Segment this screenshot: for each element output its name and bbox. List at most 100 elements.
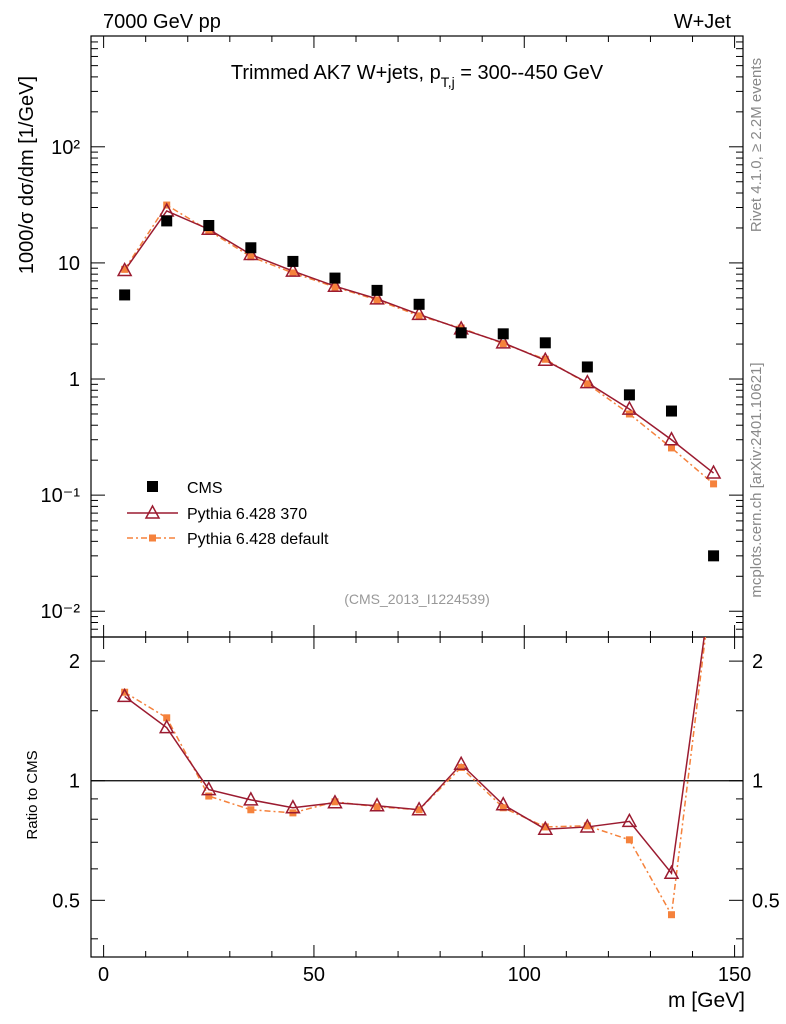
mc2-point bbox=[415, 312, 423, 320]
mc1-point bbox=[411, 305, 427, 321]
axes: 0 50 100 150 10⁻² 10⁻¹ 1 10 10² 0.5 0.5 1 1 2 2 bbox=[41, 35, 780, 986]
ratio-point-mc1 bbox=[158, 719, 175, 734]
ratio-point-mc1 bbox=[285, 799, 301, 814]
y-tick-label: 10⁻² bbox=[41, 601, 81, 623]
mc1-point bbox=[369, 290, 385, 305]
data-point bbox=[665, 405, 677, 417]
data-point bbox=[161, 215, 173, 227]
ratio-point-mc1 bbox=[243, 791, 259, 806]
mc2-point bbox=[121, 265, 129, 273]
data-point bbox=[708, 550, 720, 562]
mc2-point bbox=[667, 444, 675, 452]
mc1-point bbox=[327, 277, 343, 292]
ratio-point-mc2 bbox=[373, 803, 381, 811]
ratio-point-mc2 bbox=[625, 836, 633, 844]
y-tick-label: 10 bbox=[58, 253, 80, 275]
series-line-mc1 bbox=[124, 210, 715, 474]
ratio-point-mc1 bbox=[453, 755, 469, 771]
y-tick-label: 10² bbox=[51, 137, 80, 159]
data-point bbox=[539, 337, 551, 349]
legend-label-mc1: Pythia 6.428 370 bbox=[187, 506, 307, 523]
marks bbox=[116, 201, 722, 919]
mc2-point bbox=[247, 253, 255, 261]
mc1-point bbox=[495, 334, 511, 349]
data-point bbox=[287, 255, 299, 267]
ratio-point-mc2 bbox=[499, 804, 507, 812]
ratio-point-mc2 bbox=[163, 714, 171, 722]
header-right: W+Jet bbox=[674, 11, 732, 33]
ratio-line-mc1 bbox=[124, 637, 705, 876]
mc1-point bbox=[705, 464, 722, 479]
y-axis-label: 1000/σ dσ/dm [1/GeV] bbox=[16, 76, 38, 274]
y-tick-label: 1 bbox=[69, 369, 80, 391]
ratio-panel-frame bbox=[90, 636, 744, 958]
chart-title: Trimmed AK7 W+jets, pT,j = 300--450 GeV bbox=[231, 62, 604, 90]
mc2-point bbox=[331, 283, 339, 291]
data-point bbox=[329, 272, 341, 284]
mc2-point bbox=[289, 269, 297, 277]
data-point bbox=[371, 284, 383, 296]
legend-label-cms: CMS bbox=[187, 480, 223, 497]
ratio-tick-label-right: 2 bbox=[752, 651, 763, 673]
data-point bbox=[455, 327, 467, 339]
legend-marker-mc2 bbox=[149, 534, 156, 542]
ratio-marks bbox=[116, 637, 707, 919]
y-tick-label: 10⁻¹ bbox=[41, 485, 81, 507]
mcplots-label: mcplots.cern.ch [arXiv:2401.10621] bbox=[748, 362, 765, 597]
mc1-point bbox=[285, 262, 301, 277]
x-tick-label: 50 bbox=[303, 964, 325, 986]
ratio-point-mc2 bbox=[667, 911, 675, 919]
data-point bbox=[245, 242, 257, 254]
x-tick-label: 150 bbox=[718, 964, 751, 986]
ratio-point-mc2 bbox=[415, 806, 423, 814]
x-tick-label: 0 bbox=[98, 964, 109, 986]
ratio-point-mc1 bbox=[495, 796, 511, 811]
ratio-point-mc1 bbox=[369, 797, 385, 812]
data-point bbox=[119, 289, 131, 301]
ratio-tick-label: 0.5 bbox=[52, 890, 80, 912]
data-point bbox=[623, 389, 635, 401]
chart-title-range: = 300--450 GeV bbox=[455, 62, 604, 84]
legend-label-mc2: Pythia 6.428 default bbox=[187, 531, 329, 548]
ratio-point-mc1 bbox=[116, 687, 133, 703]
ratio-point-mc2 bbox=[121, 688, 129, 696]
ratio-point-mc2 bbox=[247, 806, 255, 814]
mc1-point bbox=[243, 245, 259, 261]
ratio-point-mc2 bbox=[541, 823, 549, 831]
ratio-point-mc1 bbox=[537, 820, 554, 835]
ratio-point-mc1 bbox=[579, 818, 596, 833]
data-point bbox=[497, 328, 509, 340]
chart-title-sub: T,j bbox=[441, 74, 455, 90]
data-point bbox=[581, 361, 593, 373]
mc1-point bbox=[537, 351, 554, 367]
ratio-point-mc2 bbox=[331, 798, 339, 806]
header-left: 7000 GeV pp bbox=[103, 11, 221, 33]
mc2-point bbox=[710, 480, 718, 488]
ratio-point-mc2 bbox=[457, 763, 465, 771]
mc2-point bbox=[373, 296, 381, 304]
data-point bbox=[413, 298, 425, 310]
rivet-label: Rivet 4.1.0, ≥ 2.2M events bbox=[748, 58, 765, 232]
ratio-point-mc1 bbox=[621, 812, 638, 828]
ratio-point-mc1 bbox=[327, 794, 343, 809]
mc1-point bbox=[579, 374, 596, 389]
ratio-point-mc1 bbox=[201, 780, 217, 796]
ratio-point-mc1 bbox=[411, 801, 427, 816]
x-tick-label: 100 bbox=[508, 964, 541, 986]
ratio-tick-label: 2 bbox=[69, 651, 80, 673]
x-axis-label: m [GeV] bbox=[668, 989, 745, 1012]
mc2-point bbox=[541, 355, 549, 363]
ratio-tick-label-right: 0.5 bbox=[752, 890, 780, 912]
mc1-point bbox=[621, 400, 638, 415]
ratio-point-mc2 bbox=[583, 822, 591, 830]
mc2-point bbox=[499, 340, 507, 348]
data-point bbox=[203, 219, 215, 231]
chart-title-main: Trimmed AK7 W+jets, p bbox=[231, 62, 441, 84]
ratio-point-mc1 bbox=[663, 864, 680, 879]
ratio-point-mc2 bbox=[205, 792, 213, 800]
mc1-point bbox=[116, 261, 133, 277]
legend-marker-mc1 bbox=[144, 504, 161, 519]
legend: CMS Pythia 6.428 370 Pythia 6.428 defaul… bbox=[127, 480, 329, 548]
analysis-id: (CMS_2013_I1224539) bbox=[344, 591, 490, 607]
ratio-line-mc2 bbox=[124, 637, 707, 918]
